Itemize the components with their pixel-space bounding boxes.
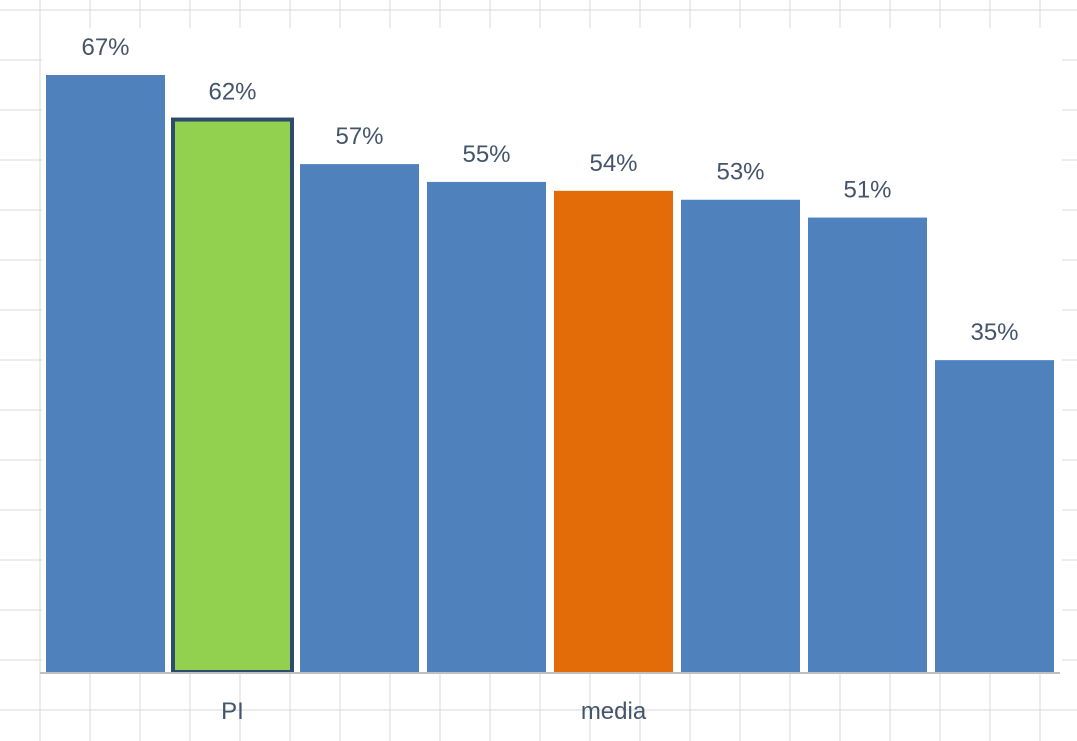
- bar-value-label-6: 53%: [716, 159, 764, 186]
- bar-value-label-3: 57%: [335, 123, 383, 150]
- bar-value-label-5: 54%: [589, 150, 637, 177]
- bar-3: [300, 164, 419, 672]
- bar-value-label-2: 62%: [208, 79, 256, 106]
- bar-8: [935, 360, 1054, 672]
- bar-6: [681, 199, 800, 672]
- bar-5: [554, 190, 673, 672]
- bar-1: [46, 75, 165, 672]
- bar-value-label-7: 51%: [843, 177, 891, 204]
- category-label-5: media: [581, 698, 647, 725]
- bar-value-label-4: 55%: [462, 141, 510, 168]
- bar-value-label-8: 35%: [970, 319, 1018, 346]
- value-labels-group: 67% 62% 57% 55% 54% 53% 51% 35%: [81, 34, 1018, 346]
- bar-2: [171, 117, 294, 674]
- bar-7: [808, 217, 927, 672]
- bar-4: [427, 181, 546, 673]
- category-label-2: PI: [221, 698, 244, 725]
- bar-value-label-1: 67%: [81, 34, 129, 61]
- bars-group: [46, 75, 1054, 674]
- category-labels-group: PI media: [221, 698, 647, 725]
